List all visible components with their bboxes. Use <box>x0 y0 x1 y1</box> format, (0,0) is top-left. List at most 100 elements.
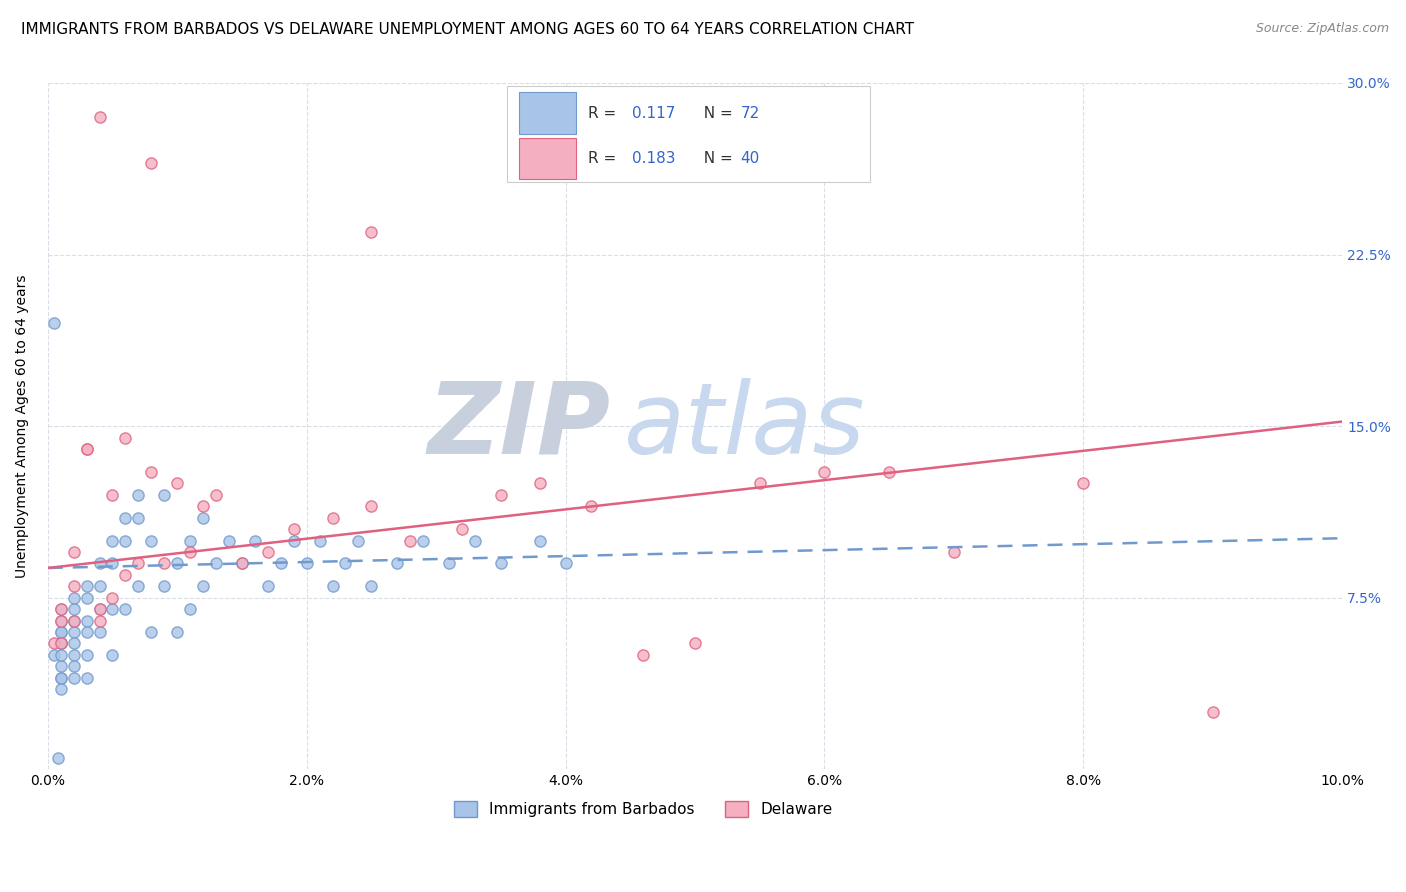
Point <box>62 671 84 685</box>
Point <box>101 648 124 662</box>
Point <box>166 557 188 571</box>
FancyBboxPatch shape <box>508 87 870 183</box>
Point <box>49 648 72 662</box>
Point <box>49 625 72 640</box>
Point <box>89 557 111 571</box>
Point <box>360 225 382 239</box>
Point <box>76 671 98 685</box>
Legend: Immigrants from Barbados, Delaware: Immigrants from Barbados, Delaware <box>449 796 838 823</box>
Point <box>191 510 214 524</box>
Point <box>49 614 72 628</box>
Point <box>101 557 124 571</box>
Point <box>308 533 330 548</box>
Point <box>256 545 278 559</box>
Point <box>62 648 84 662</box>
Text: ZIP: ZIP <box>427 377 610 475</box>
Point <box>49 636 72 650</box>
Point <box>256 579 278 593</box>
Point <box>399 533 422 548</box>
Point <box>49 671 72 685</box>
Point <box>141 533 163 548</box>
Point <box>191 579 214 593</box>
Point <box>283 522 305 536</box>
Point <box>49 636 72 650</box>
Point <box>62 579 84 593</box>
Point <box>46 751 69 765</box>
Point <box>76 625 98 640</box>
Point <box>295 557 318 571</box>
Point <box>166 625 188 640</box>
Point <box>49 636 72 650</box>
Point <box>451 522 474 536</box>
Point <box>813 465 835 479</box>
Point <box>89 579 111 593</box>
Point <box>127 579 149 593</box>
Point <box>89 602 111 616</box>
Point <box>529 533 551 548</box>
Point <box>877 465 900 479</box>
Text: N =: N = <box>693 106 737 120</box>
Point <box>205 557 228 571</box>
Point <box>322 579 344 593</box>
Point <box>114 431 136 445</box>
Point <box>49 671 72 685</box>
Point <box>101 533 124 548</box>
Point <box>141 625 163 640</box>
Point <box>127 510 149 524</box>
Point <box>218 533 240 548</box>
Point <box>62 614 84 628</box>
Point <box>683 636 706 650</box>
Point <box>62 545 84 559</box>
Text: Source: ZipAtlas.com: Source: ZipAtlas.com <box>1256 22 1389 36</box>
Text: 72: 72 <box>741 106 759 120</box>
Text: 0.183: 0.183 <box>631 151 675 166</box>
Point <box>942 545 965 559</box>
Point <box>44 636 66 650</box>
Point <box>76 579 98 593</box>
Point <box>179 533 201 548</box>
Point <box>489 488 512 502</box>
Point <box>1202 705 1225 719</box>
Point <box>153 579 176 593</box>
Text: atlas: atlas <box>624 377 866 475</box>
Point <box>581 499 603 513</box>
Point <box>44 316 66 330</box>
Point <box>49 602 72 616</box>
Point <box>127 488 149 502</box>
Point <box>464 533 486 548</box>
Point <box>44 648 66 662</box>
Point <box>360 499 382 513</box>
Point <box>412 533 434 548</box>
Point <box>101 591 124 605</box>
Point <box>76 442 98 456</box>
Y-axis label: Unemployment Among Ages 60 to 64 years: Unemployment Among Ages 60 to 64 years <box>15 275 30 578</box>
Point <box>489 557 512 571</box>
Point <box>141 465 163 479</box>
Point <box>89 110 111 124</box>
Point <box>89 625 111 640</box>
Point <box>76 442 98 456</box>
Point <box>347 533 370 548</box>
Point <box>179 545 201 559</box>
Point <box>89 614 111 628</box>
Point <box>387 557 409 571</box>
Text: IMMIGRANTS FROM BARBADOS VS DELAWARE UNEMPLOYMENT AMONG AGES 60 TO 64 YEARS CORR: IMMIGRANTS FROM BARBADOS VS DELAWARE UNE… <box>21 22 914 37</box>
Text: R =: R = <box>588 106 620 120</box>
Point <box>127 557 149 571</box>
Point <box>153 557 176 571</box>
Point <box>114 533 136 548</box>
Point <box>62 636 84 650</box>
Point <box>335 557 357 571</box>
Point <box>631 648 654 662</box>
Point <box>283 533 305 548</box>
Point <box>437 557 460 571</box>
Point <box>62 602 84 616</box>
Point <box>76 648 98 662</box>
Point <box>141 156 163 170</box>
Text: 40: 40 <box>741 151 759 166</box>
Point <box>49 625 72 640</box>
Point <box>166 476 188 491</box>
Point <box>114 567 136 582</box>
Point <box>89 602 111 616</box>
Point <box>114 602 136 616</box>
